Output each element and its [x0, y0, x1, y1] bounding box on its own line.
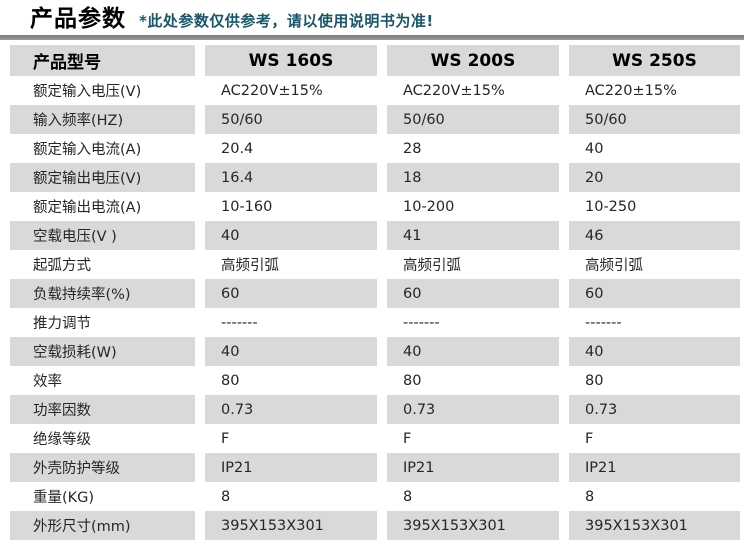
param-label: 额定输出电流(A)	[33, 200, 142, 216]
column-header-model: WS 250S	[569, 45, 740, 76]
param-label: 额定输入电压(V)	[33, 84, 142, 100]
param-value: 28	[403, 140, 422, 157]
param-value: F	[221, 430, 230, 447]
param-label: 外壳防护等级	[10, 453, 195, 482]
param-label: 外形尺寸(mm)	[10, 511, 195, 540]
table-row: 空载电压(V ) 40 41 46	[10, 221, 740, 250]
param-value: 0.73	[205, 395, 377, 424]
param-value: AC220V±15%	[221, 82, 323, 99]
table-row: 起弧方式 高频引弧 高频引弧 高频引弧	[10, 250, 740, 279]
table-row: 输入频率(HZ) 50/60 50/60 50/60	[10, 105, 740, 134]
table-row: 负载持续率(%) 60 60 60	[10, 279, 740, 308]
param-value: -------	[403, 314, 440, 331]
header-divider-bar	[0, 35, 744, 40]
table-row: 外壳防护等级 IP21 IP21 IP21	[10, 453, 740, 482]
param-value: IP21	[387, 453, 559, 482]
spec-table: 产品型号 WS 160S WS 200S WS 250S 额定输入电压(V) AC220…	[0, 45, 750, 540]
param-value: 8	[585, 488, 595, 505]
param-value: 20	[569, 163, 740, 192]
param-value: 10-200	[403, 198, 455, 215]
param-value: 高频引弧	[221, 258, 279, 274]
table-row: 额定输入电压(V) AC220V±15% AC220V±15% AC220±15%	[10, 76, 740, 105]
param-value: 60	[387, 279, 559, 308]
param-value: 80	[221, 372, 240, 389]
disclaimer-note: *此处参数仅供参考，请以使用说明书为准!	[139, 12, 434, 30]
param-value: 0.73	[387, 395, 559, 424]
table-row: 推力调节 ------- ------- -------	[10, 308, 740, 337]
param-label: 绝缘等级	[33, 432, 91, 448]
param-label: 重量(KG)	[33, 490, 95, 506]
param-label: 空载电压(V )	[10, 221, 195, 250]
param-label: 功率因数	[10, 395, 195, 424]
table-row: 绝缘等级 F F F	[10, 424, 740, 453]
table-row: 重量(KG) 8 8 8	[10, 482, 740, 511]
param-value: 60	[205, 279, 377, 308]
param-value: 46	[569, 221, 740, 250]
param-label: 额定输出电压(V)	[10, 163, 195, 192]
param-value: 高频引弧	[403, 258, 461, 274]
table-row: 效率 80 80 80	[10, 366, 740, 395]
param-value: 20.4	[221, 140, 254, 157]
param-value: 395X153X301	[205, 511, 377, 540]
param-value: 80	[585, 372, 604, 389]
param-value: 41	[387, 221, 559, 250]
param-label: 负载持续率(%)	[10, 279, 195, 308]
page-title: 产品参数	[30, 6, 126, 32]
param-value: -------	[585, 314, 622, 331]
param-value: 40	[585, 140, 604, 157]
table-row: 空载损耗(W) 40 40 40	[10, 337, 740, 366]
param-label: 输入频率(HZ)	[10, 105, 195, 134]
param-value: 8	[403, 488, 413, 505]
param-value: 50/60	[569, 105, 740, 134]
param-value: 40	[205, 221, 377, 250]
param-label: 空载损耗(W)	[10, 337, 195, 366]
table-row: 功率因数 0.73 0.73 0.73	[10, 395, 740, 424]
param-value: 16.4	[205, 163, 377, 192]
param-value: 0.73	[569, 395, 740, 424]
param-label: 效率	[33, 374, 62, 390]
param-value: F	[585, 430, 594, 447]
param-value: 40	[205, 337, 377, 366]
param-value: 395X153X301	[569, 511, 740, 540]
param-value: 50/60	[205, 105, 377, 134]
param-value: 80	[403, 372, 422, 389]
param-value: 8	[221, 488, 231, 505]
param-value: 395X153X301	[387, 511, 559, 540]
column-header-model: WS 160S	[205, 45, 377, 76]
param-value: -------	[221, 314, 258, 331]
param-value: IP21	[569, 453, 740, 482]
param-value: 高频引弧	[585, 258, 643, 274]
column-header-param: 产品型号	[10, 45, 195, 76]
param-label: 推力调节	[33, 316, 91, 332]
param-value: AC220V±15%	[403, 82, 505, 99]
param-value: IP21	[205, 453, 377, 482]
table-row: 额定输出电压(V) 16.4 18 20	[10, 163, 740, 192]
param-value: 40	[569, 337, 740, 366]
param-value: 40	[387, 337, 559, 366]
spec-table-head: 产品型号 WS 160S WS 200S WS 250S	[10, 45, 740, 76]
spec-table-body: 额定输入电压(V) AC220V±15% AC220V±15% AC220±15% 输入…	[10, 76, 740, 540]
table-row: 额定输出电流(A) 10-160 10-200 10-250	[10, 192, 740, 221]
param-value: 50/60	[387, 105, 559, 134]
table-row: 额定输入电流(A) 20.4 28 40	[10, 134, 740, 163]
param-value: AC220±15%	[585, 82, 677, 99]
param-value: 10-250	[585, 198, 637, 215]
param-value: 18	[387, 163, 559, 192]
table-row: 外形尺寸(mm) 395X153X301 395X153X301 395X153X30…	[10, 511, 740, 540]
param-value: 10-160	[221, 198, 273, 215]
param-label: 额定输入电流(A)	[33, 142, 142, 158]
column-header-model: WS 200S	[387, 45, 559, 76]
param-value: 60	[569, 279, 740, 308]
param-label: 起弧方式	[33, 258, 91, 274]
page-header: 产品参数 *此处参数仅供参考，请以使用说明书为准!	[0, 0, 750, 32]
param-value: F	[403, 430, 412, 447]
table-header-row: 产品型号 WS 160S WS 200S WS 250S	[10, 45, 740, 76]
